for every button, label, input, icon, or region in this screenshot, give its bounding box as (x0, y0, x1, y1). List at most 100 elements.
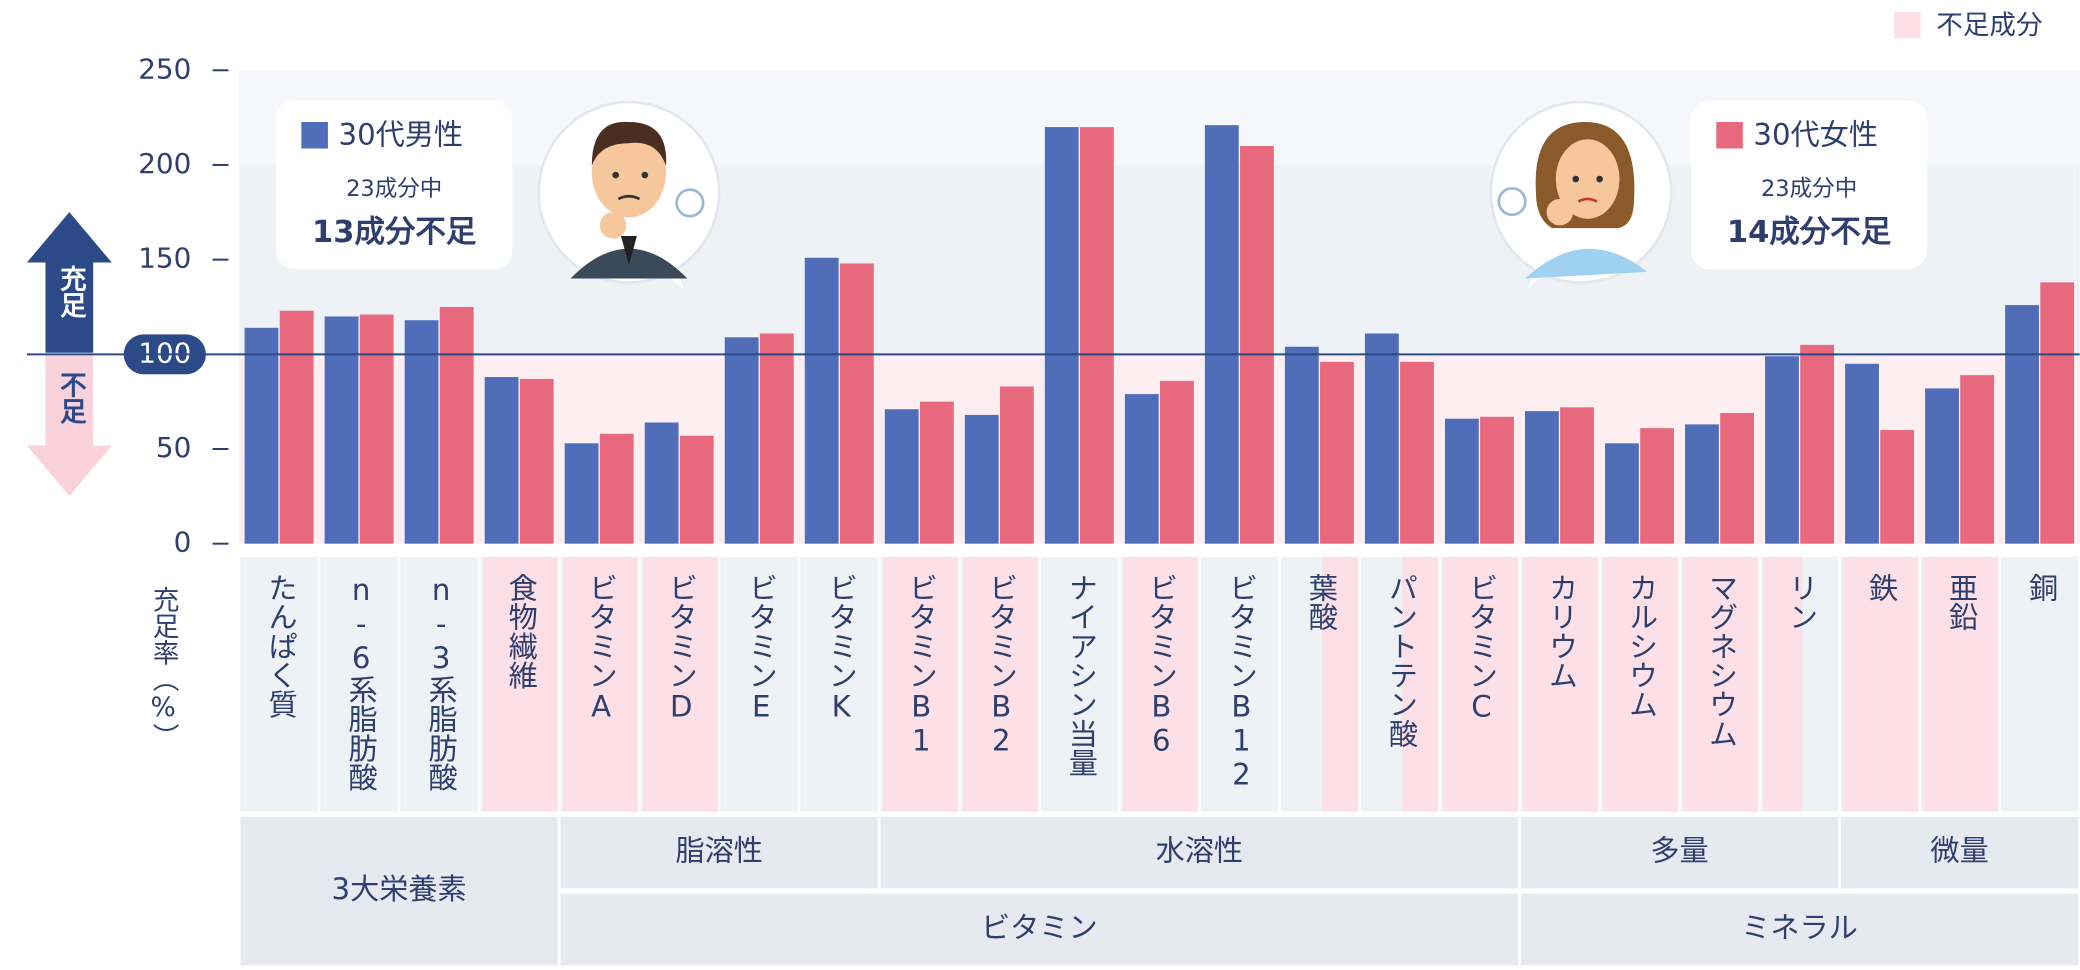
y-tick-label: 250 (138, 52, 191, 85)
x-tick-label: ビタミンB12 (1224, 573, 1258, 792)
shortage-highlight (1001, 556, 1038, 812)
y-tick-label: 200 (138, 147, 191, 180)
bar (1320, 361, 1354, 544)
shortage-highlight (1683, 556, 1723, 812)
x-tick-label: n-3系脂肪酸 (424, 573, 458, 792)
bar (404, 320, 439, 544)
bar (759, 333, 794, 544)
x-tick-label: ビタミンB2 (984, 573, 1018, 758)
bar (804, 257, 839, 544)
bar (1204, 125, 1239, 544)
shortage-highlight (1523, 556, 1563, 812)
bar (1765, 356, 1799, 544)
category-cell (320, 556, 398, 812)
y-tick-label: 0 (174, 526, 192, 559)
x-tick-label: たんぱく質 (264, 573, 298, 719)
shortage-highlight (601, 556, 638, 812)
callout-total: 23成分中 (346, 176, 442, 202)
bar (1960, 375, 1995, 544)
x-tick-label: マグネシウム (1705, 573, 1739, 748)
bar (324, 316, 359, 544)
legend-swatch (1716, 121, 1743, 149)
x-tick-label: ビタミンK (824, 573, 858, 724)
bar (1124, 394, 1159, 544)
callout-shortage: 14成分不足 (1727, 215, 1892, 250)
bar (1925, 388, 1959, 544)
y-tick-label: 150 (138, 242, 191, 275)
bar (1845, 363, 1879, 544)
bar (724, 337, 759, 544)
bar (2005, 305, 2039, 544)
bar (439, 306, 474, 544)
bar (2040, 282, 2075, 544)
bar (1524, 411, 1559, 544)
x-tick-label: カルシウム (1624, 573, 1658, 719)
category-cell (1200, 556, 1279, 812)
group-cell (880, 816, 1519, 889)
shortage-highlight (1443, 556, 1483, 812)
bar (919, 401, 954, 544)
shortage-swatch (1893, 11, 1921, 39)
x-tick-label: 鉄 (1865, 573, 1899, 603)
bar (1800, 344, 1835, 544)
shortage-highlight (681, 556, 718, 812)
shortage-highlight (1642, 556, 1679, 812)
up-arrow (26, 212, 112, 353)
category-cell (2000, 556, 2079, 812)
shortage-highlight (1722, 556, 1759, 812)
bar (1400, 361, 1434, 544)
shortage-highlight (883, 556, 922, 812)
bar (1079, 127, 1114, 544)
bar (279, 310, 314, 544)
bar (839, 263, 874, 544)
legend-label: 30代女性 (1753, 118, 1878, 152)
y-tick-label: 100 (138, 336, 191, 369)
bar (1480, 416, 1514, 544)
bar (964, 414, 999, 544)
group-label: 水溶性 (1156, 834, 1243, 868)
shortage-highlight (1603, 556, 1643, 812)
group-label: 微量 (1930, 834, 1988, 868)
down-arrow (26, 355, 112, 496)
female-icon (1489, 100, 1673, 290)
x-tick-label: 亜鉛 (1945, 573, 1979, 631)
group-label: ミネラル (1741, 911, 1858, 945)
arrow-down-label: 不足 (55, 371, 86, 425)
category-cell (1040, 556, 1119, 812)
bar (484, 377, 519, 544)
shortage-highlight (921, 556, 958, 812)
shortage-highlight (1763, 556, 1803, 812)
shortage-highlight (643, 556, 682, 812)
shortage-highlight (1923, 556, 1963, 812)
x-tick-label: カリウム (1544, 573, 1578, 690)
bar (999, 386, 1034, 544)
category-cell (800, 556, 878, 812)
legend-label: 30代男性 (339, 118, 464, 152)
y-axis-label: 充足率（%） (148, 586, 179, 750)
legend-swatch (301, 121, 328, 149)
bar (519, 378, 554, 544)
bar (1685, 424, 1719, 544)
bar (244, 327, 279, 544)
bar (1605, 443, 1639, 544)
x-tick-label: リン (1785, 573, 1819, 631)
bar (359, 314, 394, 544)
shortage-highlight (563, 556, 602, 812)
bar (1240, 146, 1274, 544)
group-label: 3大栄養素 (332, 872, 467, 906)
bar (1160, 380, 1194, 544)
x-tick-label: ビタミンB1 (904, 573, 938, 758)
bar (679, 435, 714, 544)
shortage-highlight (1962, 556, 1999, 812)
y-tick-label: 50 (156, 431, 191, 464)
category-cell (240, 556, 318, 812)
shortage-highlight (1843, 556, 1883, 812)
group-cell (1520, 893, 2079, 966)
group-cell (560, 893, 1519, 966)
group-cell (1840, 816, 2079, 889)
shortage-highlight (1402, 556, 1439, 812)
x-tick-label: n-6系脂肪酸 (344, 573, 378, 792)
x-tick-label: ビタミンB6 (1144, 573, 1178, 758)
bar (1444, 418, 1479, 544)
